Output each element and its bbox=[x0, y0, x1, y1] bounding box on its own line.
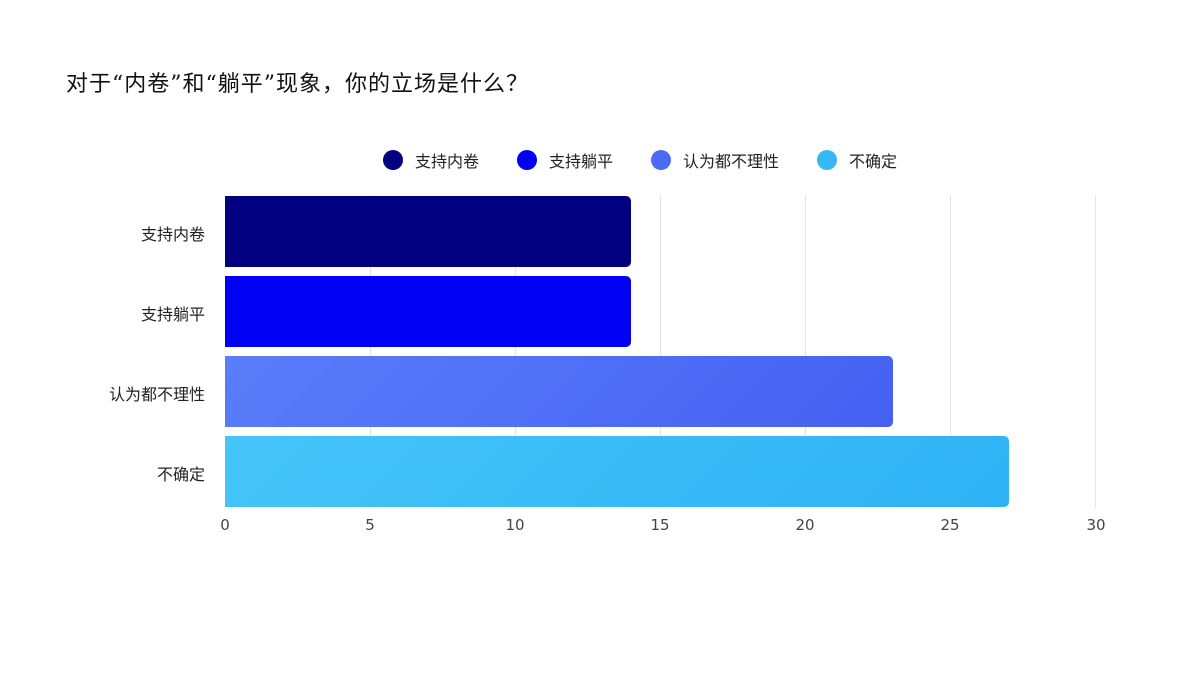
legend-item-support-involution: 支持内卷 bbox=[383, 148, 479, 172]
x-tick: 20 bbox=[795, 516, 815, 534]
gridline bbox=[950, 195, 951, 508]
category-label: 支持内卷 bbox=[140, 225, 205, 244]
legend-dot-icon bbox=[517, 150, 538, 170]
legend-item-unsure: 不确定 bbox=[817, 148, 897, 172]
x-tick: 0 bbox=[220, 516, 230, 534]
category-label: 认为都不理性 bbox=[108, 385, 205, 404]
legend-dot-icon bbox=[817, 150, 838, 170]
x-tick: 25 bbox=[940, 516, 960, 534]
legend-dot-icon bbox=[383, 150, 403, 170]
gridline bbox=[805, 195, 806, 508]
legend-item-support-lying-flat: 支持躺平 bbox=[517, 148, 613, 172]
legend-dot-icon bbox=[651, 150, 672, 170]
legend-label: 认为都不理性 bbox=[683, 152, 780, 171]
category-label: 支持躺平 bbox=[140, 305, 205, 324]
plot-area bbox=[225, 195, 1096, 508]
category-label: 不确定 bbox=[156, 465, 205, 484]
bar-support-involution bbox=[225, 196, 632, 267]
legend-label: 不确定 bbox=[849, 152, 898, 171]
legend-label: 支持躺平 bbox=[549, 152, 614, 171]
x-tick: 5 bbox=[365, 516, 375, 534]
legend: 支持内卷 支持躺平 认为都不理性 不确定 bbox=[383, 148, 935, 172]
x-tick: 15 bbox=[650, 516, 670, 534]
chart-title: 对于“内卷”和“躺平”现象，你的立场是什么？ bbox=[66, 72, 529, 97]
gridline bbox=[1095, 195, 1096, 508]
x-tick: 10 bbox=[505, 516, 525, 534]
bar-unsure bbox=[225, 436, 1009, 507]
bar-both-irrational bbox=[225, 356, 893, 427]
legend-item-both-irrational: 认为都不理性 bbox=[651, 148, 779, 172]
x-tick: 30 bbox=[1086, 516, 1106, 534]
bar-support-lying-flat bbox=[225, 276, 632, 347]
gridline bbox=[370, 195, 371, 508]
gridline bbox=[660, 195, 661, 508]
legend-label: 支持内卷 bbox=[415, 152, 480, 171]
gridline bbox=[515, 195, 516, 508]
